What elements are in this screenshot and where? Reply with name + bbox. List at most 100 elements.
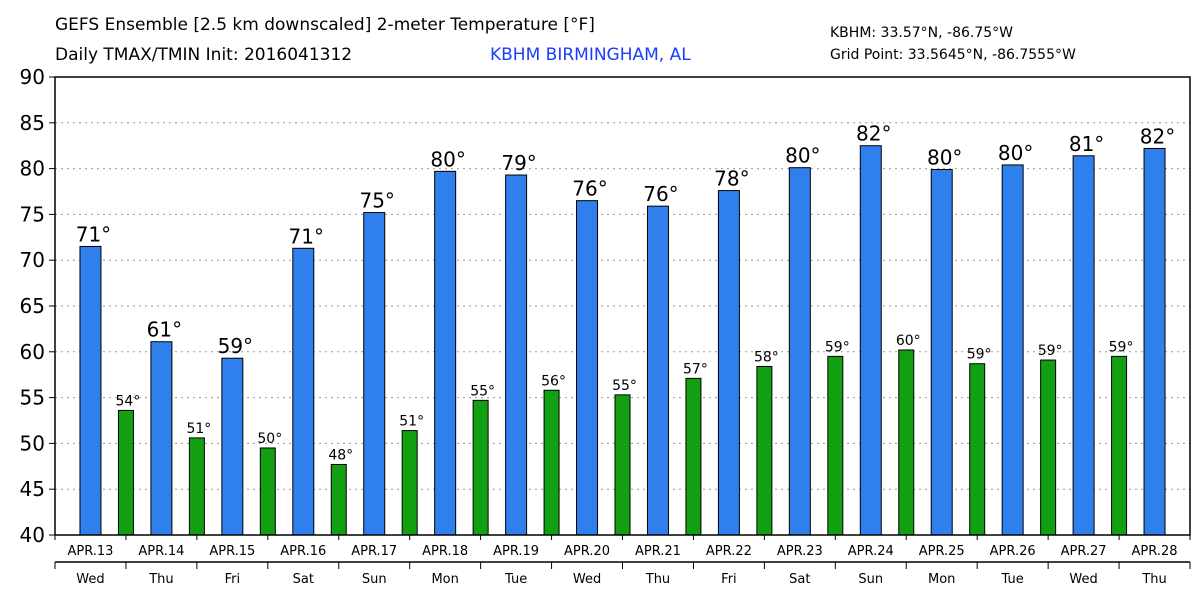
x-tick-label: APR.13 <box>67 544 113 559</box>
tmax-bar <box>859 145 882 536</box>
tmax-label: 75° <box>359 189 394 213</box>
weekday-label: Thu <box>1141 572 1166 587</box>
tmin-label: 58° <box>754 349 779 365</box>
tmin-bar <box>898 349 915 536</box>
weekday-label: Wed <box>573 572 601 587</box>
tmax-label: 82° <box>1140 124 1175 148</box>
x-tick-label: APR.23 <box>777 544 823 559</box>
x-tick-label: APR.18 <box>422 544 468 559</box>
tmin-label: 55° <box>470 383 495 399</box>
tmax-label: 80° <box>998 141 1033 165</box>
x-tick-label: APR.25 <box>919 544 965 559</box>
weekday-label: Sat <box>293 572 314 587</box>
tmin-label: 50° <box>257 431 282 447</box>
tmax-label: 76° <box>643 182 678 206</box>
x-tick-label: APR.20 <box>564 544 610 559</box>
tmin-bar <box>117 409 134 536</box>
tmax-label: 80° <box>430 147 465 171</box>
tmax-bar <box>1001 164 1024 536</box>
tmax-label: 81° <box>1069 132 1104 156</box>
tmin-bar <box>969 363 986 536</box>
y-tick-label: 60 <box>20 340 45 364</box>
tmax-bar <box>1072 155 1095 536</box>
grid-point-coords: Grid Point: 33.5645°N, -86.7555°W <box>830 47 1076 63</box>
tmin-label: 57° <box>683 361 708 377</box>
tmax-label: 59° <box>218 334 253 358</box>
x-tick-label: APR.19 <box>493 544 539 559</box>
tmin-label: 48° <box>328 447 353 463</box>
weekday-label: Tue <box>504 572 527 587</box>
tmin-label: 59° <box>967 347 992 363</box>
tmin-bar <box>543 389 560 536</box>
station-coords: KBHM: 33.57°N, -86.75°W <box>830 25 1013 41</box>
x-tick-label: APR.26 <box>990 544 1036 559</box>
tmax-label: 80° <box>785 144 820 168</box>
tmin-label: 59° <box>825 339 850 355</box>
weekday-label: Wed <box>1069 572 1097 587</box>
tmax-bar <box>434 170 457 536</box>
tmin-label: 55° <box>612 378 637 394</box>
tmax-label: 80° <box>927 146 962 170</box>
tmax-label: 78° <box>714 167 749 191</box>
y-tick-label: 70 <box>20 248 45 272</box>
tmin-bar <box>472 399 489 536</box>
tmin-label: 51° <box>399 414 424 430</box>
tmin-label: 59° <box>1109 339 1134 355</box>
tmin-bar <box>1111 355 1128 536</box>
tmax-bar <box>930 169 953 536</box>
tmin-label: 60° <box>896 333 921 349</box>
weekday-label: Tue <box>1001 572 1024 587</box>
y-tick-label: 40 <box>20 523 45 547</box>
tmax-label: 82° <box>856 122 891 146</box>
x-tick-label: APR.27 <box>1061 544 1107 559</box>
tmax-bar <box>1143 147 1166 536</box>
tmin-label: 59° <box>1038 343 1063 359</box>
tmin-bar <box>188 437 205 536</box>
weekday-label: Thu <box>645 572 670 587</box>
tmin-bar <box>756 365 773 536</box>
tmax-label: 76° <box>572 177 607 201</box>
x-tick-label: APR.24 <box>848 544 894 559</box>
tmax-bar <box>505 174 528 536</box>
tmax-label: 71° <box>289 224 324 248</box>
tmin-bar <box>401 430 418 536</box>
weekday-label: Sat <box>789 572 810 587</box>
weekday-label: Fri <box>721 572 737 587</box>
tmax-label: 71° <box>76 222 111 246</box>
x-tick-label: APR.21 <box>635 544 681 559</box>
tmin-bar <box>1040 359 1057 536</box>
tmin-label: 56° <box>541 373 566 389</box>
y-tick-label: 65 <box>20 294 45 318</box>
weekday-label: Wed <box>76 572 104 587</box>
tmin-bar <box>259 447 276 536</box>
tmin-bar <box>685 377 702 536</box>
weekday-label: Fri <box>225 572 241 587</box>
y-tick-label: 55 <box>20 386 45 410</box>
tmin-bar <box>330 463 347 536</box>
tmax-bar <box>79 245 102 536</box>
x-tick-label: APR.14 <box>138 544 184 559</box>
tmax-bar <box>788 167 811 536</box>
y-tick-label: 80 <box>20 157 45 181</box>
station-name: KBHM BIRMINGHAM, AL <box>490 45 691 65</box>
y-tick-label: 75 <box>20 202 45 226</box>
y-tick-label: 50 <box>20 431 45 455</box>
x-tick-label: APR.16 <box>280 544 326 559</box>
tmax-label: 79° <box>501 151 536 175</box>
weekday-label: Mon <box>928 572 955 587</box>
tmax-bar <box>150 341 173 536</box>
weekday-label: Sun <box>858 572 883 587</box>
x-tick-label: APR.22 <box>706 544 752 559</box>
y-tick-label: 90 <box>20 65 45 89</box>
x-tick-label: APR.17 <box>351 544 397 559</box>
weekday-label: Thu <box>148 572 173 587</box>
tmax-label: 61° <box>147 318 182 342</box>
tmin-bar <box>614 394 631 536</box>
y-tick-label: 85 <box>20 111 45 135</box>
x-tick-label: APR.15 <box>209 544 255 559</box>
tmax-bar <box>717 190 740 536</box>
tmax-bar <box>221 357 244 536</box>
chart-title: GEFS Ensemble [2.5 km downscaled] 2-mete… <box>55 15 595 35</box>
tmin-label: 54° <box>116 393 141 409</box>
